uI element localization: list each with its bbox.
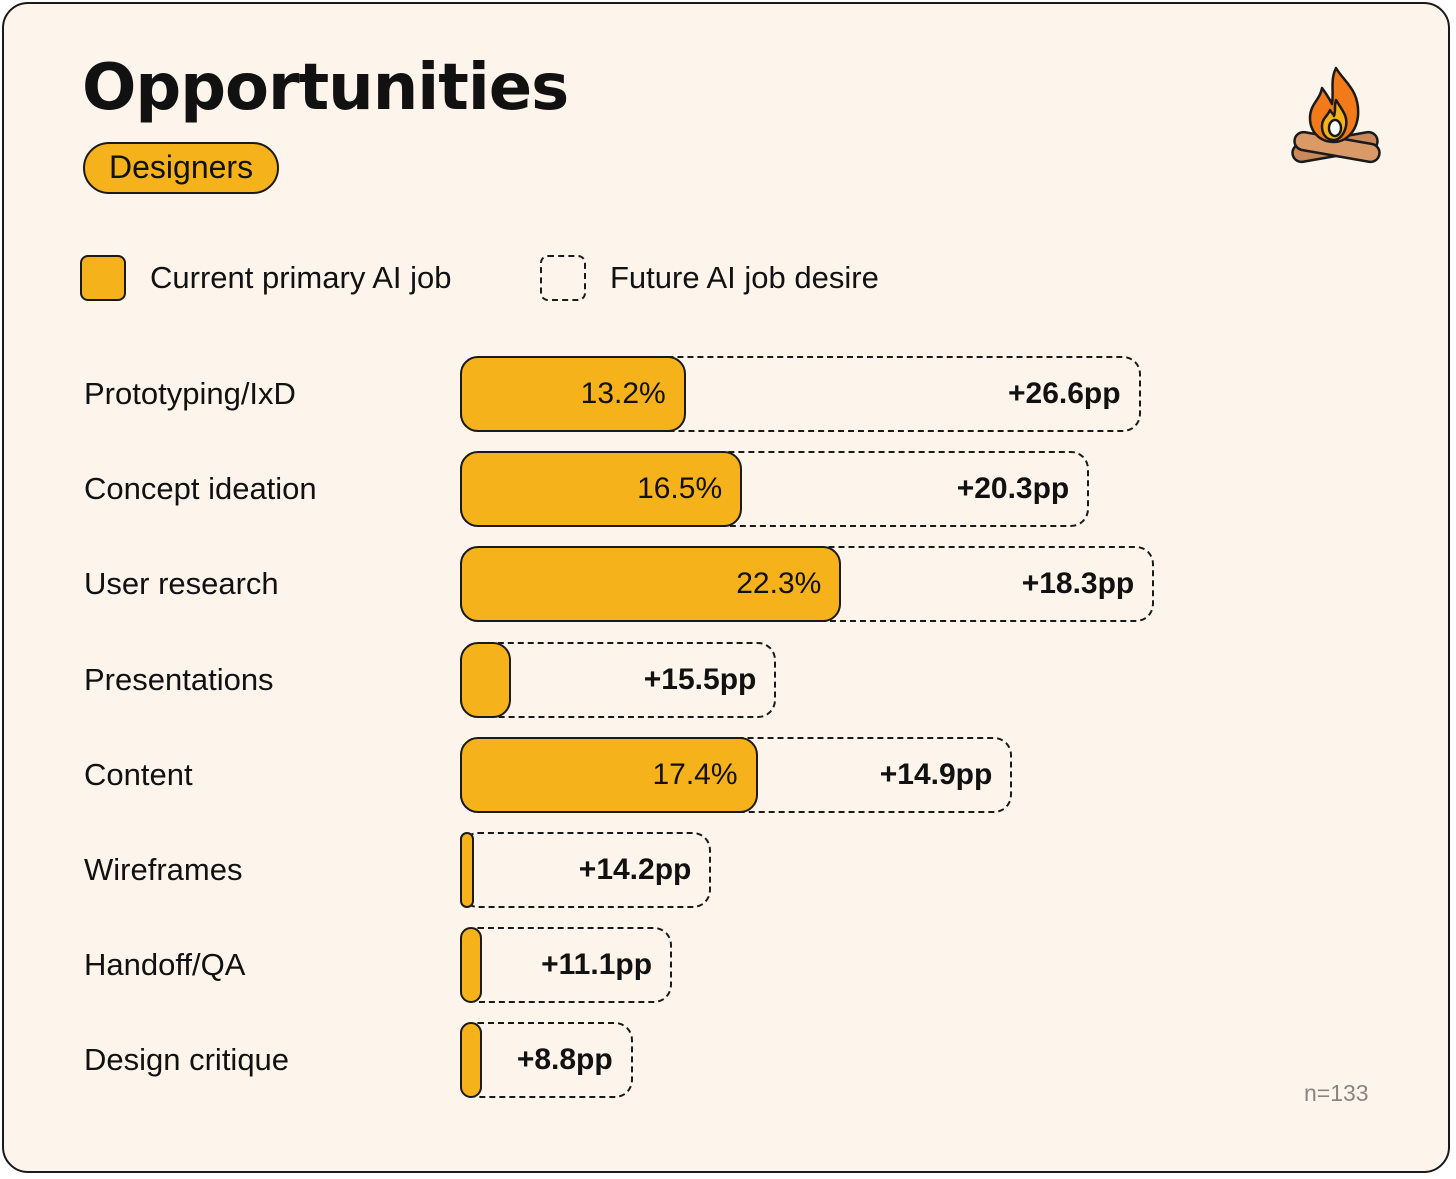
category-label-wireframes: Wireframes: [84, 852, 243, 887]
legend-swatch-dashed: [540, 255, 586, 301]
legend-label-current: Current primary AI job: [150, 260, 452, 295]
chart-title: Opportunities: [82, 51, 569, 125]
current-bar: [460, 1022, 483, 1099]
current-bar: [460, 451, 743, 528]
category-label-handoff-qa: Handoff/QA: [84, 947, 246, 983]
current-bar: [460, 546, 842, 623]
current-bar: [460, 927, 483, 1004]
category-label-concept-ideation: Concept ideation: [84, 471, 317, 507]
sample-size: n=133: [1304, 1080, 1369, 1106]
category-label-content: Content: [84, 756, 193, 792]
increase-value-label: +8.8pp: [516, 1043, 613, 1077]
current-value-label: 17.4%: [652, 757, 738, 791]
current-bar: [460, 356, 686, 432]
category-label-design-critique: Design critique: [84, 1042, 290, 1078]
current-bar: [460, 832, 474, 908]
category-label-prototyping-ixd: Prototyping/IxD: [84, 376, 296, 411]
increase-value-label: +15.5pp: [643, 662, 757, 696]
current-value-label: 22.3%: [736, 567, 822, 601]
increase-value-label: +14.9pp: [879, 757, 993, 791]
campfire-icon: [1291, 66, 1381, 164]
legend-item-current: Current primary AI job: [80, 255, 452, 301]
current-value-label: 13.2%: [580, 377, 666, 410]
legend-label-future: Future AI job desire: [610, 260, 879, 295]
category-label-user-research: User research: [84, 566, 279, 602]
current-bar: [460, 736, 758, 813]
category-label-presentations: Presentations: [84, 661, 274, 697]
current-bar: [460, 641, 512, 718]
current-value-label: 16.5%: [637, 472, 723, 506]
legend-swatch-solid: [80, 255, 126, 301]
increase-value-label: +11.1pp: [541, 948, 653, 982]
audience-badge: Designers: [83, 142, 280, 194]
increase-value-label: +14.2pp: [578, 853, 692, 886]
increase-value-label: +20.3pp: [956, 472, 1070, 506]
increase-value-label: +26.6pp: [1008, 377, 1121, 410]
increase-value-label: +18.3pp: [1021, 567, 1135, 601]
legend-item-future: Future AI job desire: [540, 255, 879, 301]
